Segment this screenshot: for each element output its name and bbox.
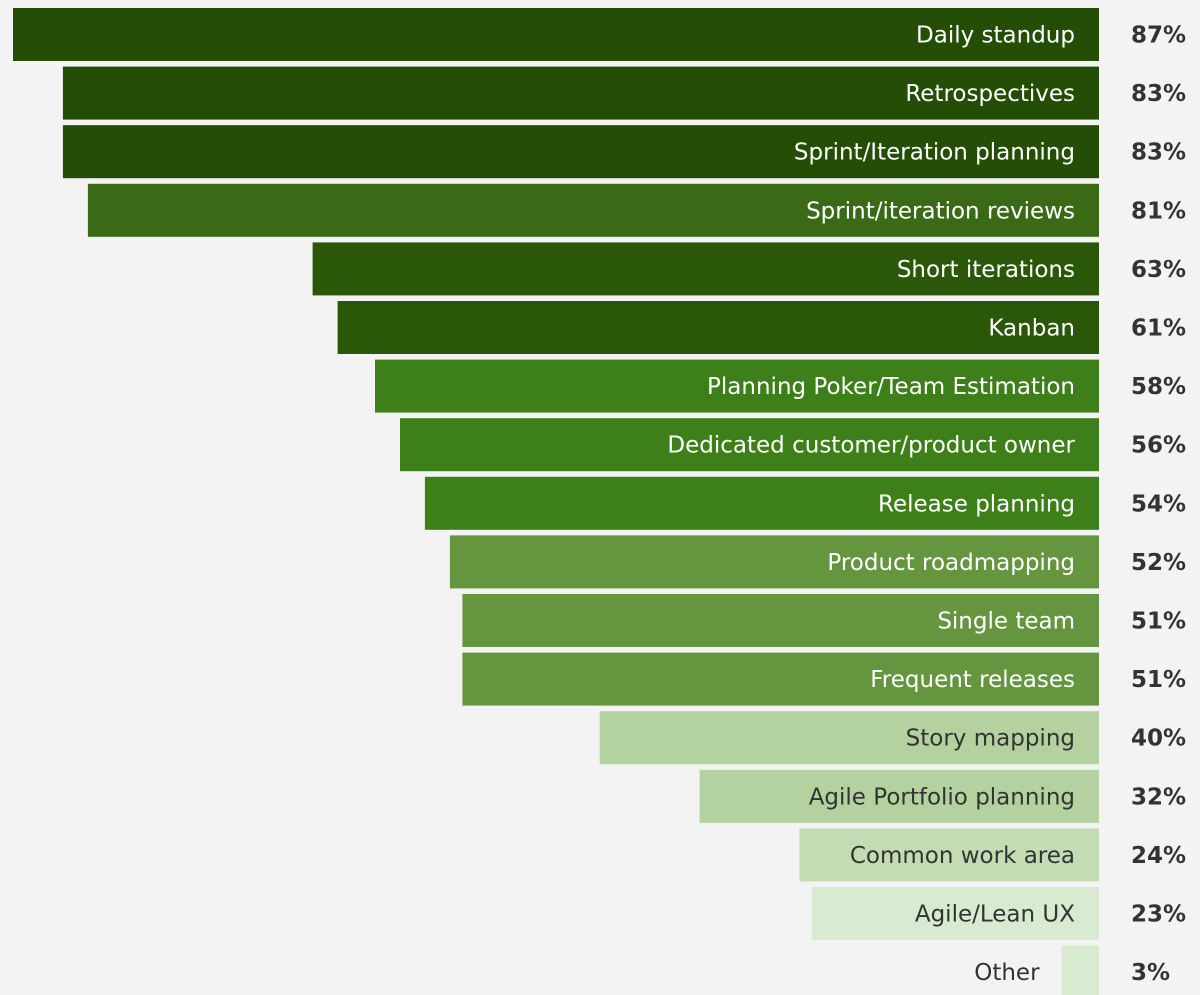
bar — [449, 535, 1099, 589]
value-label: 54% — [1131, 491, 1186, 517]
bar — [811, 887, 1099, 940]
value-label: 52% — [1131, 550, 1186, 576]
bar — [312, 242, 1100, 296]
category-label: Planning Poker/Team Estimation — [707, 374, 1075, 400]
category-label: Sprint/Iteration planning — [794, 140, 1075, 166]
category-label: Frequent releases — [870, 667, 1075, 693]
category-label: Story mapping — [906, 726, 1075, 752]
bar — [599, 711, 1099, 765]
bar — [400, 418, 1099, 472]
bar — [87, 183, 1099, 237]
bar — [62, 125, 1099, 179]
category-label: Dedicated customer/product owner — [667, 433, 1075, 459]
value-label: 32% — [1131, 784, 1186, 810]
category-label: Short iterations — [897, 257, 1075, 283]
bar — [375, 359, 1099, 413]
category-label: Product roadmapping — [827, 550, 1075, 576]
bar — [462, 594, 1099, 647]
category-label: Retrospectives — [905, 81, 1075, 107]
value-label: 3% — [1131, 960, 1170, 986]
bar — [462, 652, 1099, 706]
value-label: 63% — [1131, 257, 1186, 283]
bar — [13, 8, 1099, 61]
bar — [62, 66, 1099, 120]
category-label: Single team — [937, 609, 1075, 635]
value-label: 51% — [1131, 609, 1186, 635]
category-label: Kanban — [988, 316, 1075, 342]
value-label: 61% — [1131, 316, 1186, 342]
value-label: 51% — [1131, 667, 1186, 693]
category-label: Agile Portfolio planning — [809, 784, 1075, 810]
value-label: 24% — [1131, 843, 1186, 869]
bar — [699, 769, 1099, 823]
value-label: 23% — [1131, 902, 1186, 928]
category-label: Daily standup — [916, 23, 1075, 49]
category-label: Other — [974, 960, 1040, 986]
value-label: 81% — [1131, 198, 1186, 224]
bar — [799, 828, 1099, 882]
category-label: Release planning — [878, 491, 1075, 517]
value-label: 83% — [1131, 81, 1186, 107]
value-label: 87% — [1131, 23, 1186, 49]
value-label: 40% — [1131, 726, 1186, 752]
value-label: 58% — [1131, 374, 1186, 400]
bar — [424, 476, 1099, 530]
category-label: Sprint/iteration reviews — [806, 198, 1075, 224]
value-label: 83% — [1131, 140, 1186, 166]
category-label: Agile/Lean UX — [915, 902, 1075, 928]
value-label: 56% — [1131, 433, 1186, 459]
bar — [1061, 945, 1099, 995]
category-label: Common work area — [850, 843, 1075, 869]
bar — [337, 301, 1100, 354]
